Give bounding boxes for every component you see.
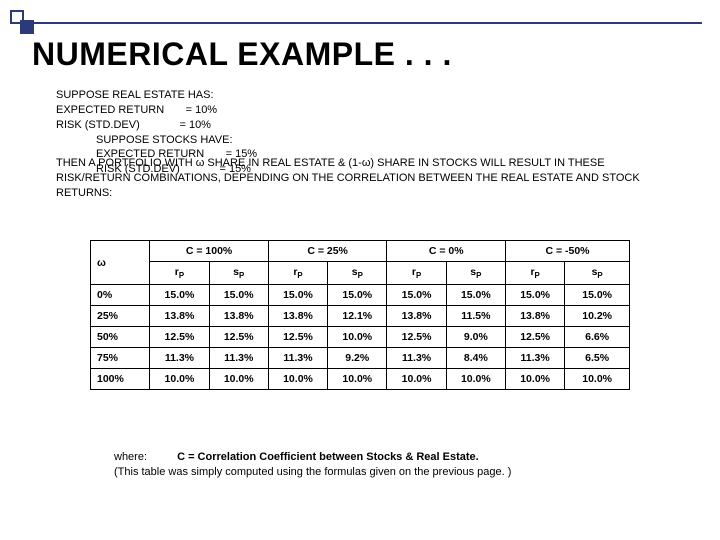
assumption-heading: SUPPOSE STOCKS HAVE: xyxy=(96,133,386,148)
data-cell: 15.0% xyxy=(209,285,268,306)
data-cell: 15.0% xyxy=(328,285,387,306)
corr-header: C = 25% xyxy=(268,241,387,262)
data-cell: 11.3% xyxy=(505,348,564,369)
omega-cell: 100% xyxy=(91,369,150,390)
data-cell: 10.0% xyxy=(328,327,387,348)
data-cell: 9.2% xyxy=(328,348,387,369)
data-cell: 11.3% xyxy=(268,348,327,369)
table-header-row: ω C = 100% C = 25% C = 0% C = -50% xyxy=(91,241,630,262)
data-cell: 13.8% xyxy=(505,306,564,327)
data-cell: 15.0% xyxy=(387,285,446,306)
page-title: NUMERICAL EXAMPLE . . . xyxy=(32,36,452,73)
table-row: 50% 12.5% 12.5% 12.5% 10.0% 12.5% 9.0% 1… xyxy=(91,327,630,348)
footnote-where: where: xyxy=(114,450,174,465)
sub-header: sP xyxy=(446,262,505,285)
assumption-row: RISK (STD.DEV) = 10% xyxy=(56,118,346,133)
table-subheader-row: rP sP rP sP rP sP rP sP xyxy=(91,262,630,285)
omega-cell: 50% xyxy=(91,327,150,348)
data-cell: 12.5% xyxy=(209,327,268,348)
assumption-row: EXPECTED RETURN = 10% xyxy=(56,103,346,118)
data-cell: 15.0% xyxy=(446,285,505,306)
data-cell: 13.8% xyxy=(387,306,446,327)
data-cell: 6.5% xyxy=(565,348,630,369)
data-cell: 12.1% xyxy=(328,306,387,327)
data-cell: 15.0% xyxy=(505,285,564,306)
table-row: 100% 10.0% 10.0% 10.0% 10.0% 10.0% 10.0%… xyxy=(91,369,630,390)
sub-header: sP xyxy=(209,262,268,285)
data-cell: 9.0% xyxy=(446,327,505,348)
footnote-note: (This table was simply computed using th… xyxy=(114,466,511,478)
description-text: THEN A PORTFOLIO WITH ω SHARE IN REAL ES… xyxy=(56,156,664,201)
data-cell: 10.0% xyxy=(505,369,564,390)
sub-header: rP xyxy=(505,262,564,285)
data-cell: 15.0% xyxy=(268,285,327,306)
corr-header: C = -50% xyxy=(505,241,629,262)
data-cell: 10.0% xyxy=(565,369,630,390)
corr-header: C = 100% xyxy=(150,241,269,262)
data-table: ω C = 100% C = 25% C = 0% C = -50% rP sP… xyxy=(90,240,630,390)
omega-header: ω xyxy=(91,241,150,285)
data-cell: 10.0% xyxy=(446,369,505,390)
data-cell: 10.0% xyxy=(209,369,268,390)
data-cell: 11.5% xyxy=(446,306,505,327)
data-cell: 10.0% xyxy=(268,369,327,390)
data-cell: 12.5% xyxy=(150,327,209,348)
portfolio-table: ω C = 100% C = 25% C = 0% C = -50% rP sP… xyxy=(90,240,630,390)
table-row: 75% 11.3% 11.3% 11.3% 9.2% 11.3% 8.4% 11… xyxy=(91,348,630,369)
data-cell: 15.0% xyxy=(565,285,630,306)
footnote-definition: C = Correlation Coefficient between Stoc… xyxy=(177,451,479,463)
data-cell: 10.0% xyxy=(150,369,209,390)
data-cell: 13.8% xyxy=(268,306,327,327)
table-row: 25% 13.8% 13.8% 13.8% 12.1% 13.8% 11.5% … xyxy=(91,306,630,327)
data-cell: 11.3% xyxy=(150,348,209,369)
table-row: 0% 15.0% 15.0% 15.0% 15.0% 15.0% 15.0% 1… xyxy=(91,285,630,306)
omega-cell: 75% xyxy=(91,348,150,369)
data-cell: 13.8% xyxy=(209,306,268,327)
data-cell: 8.4% xyxy=(446,348,505,369)
data-cell: 13.8% xyxy=(150,306,209,327)
data-cell: 11.3% xyxy=(209,348,268,369)
sub-header: sP xyxy=(565,262,630,285)
sub-header: rP xyxy=(150,262,209,285)
assumption-heading: SUPPOSE REAL ESTATE HAS: xyxy=(56,88,346,103)
data-cell: 11.3% xyxy=(387,348,446,369)
omega-cell: 25% xyxy=(91,306,150,327)
assumption-real-estate: SUPPOSE REAL ESTATE HAS: EXPECTED RETURN… xyxy=(56,88,346,133)
footnote: where: C = Correlation Coefficient betwe… xyxy=(114,450,630,480)
sub-header: rP xyxy=(268,262,327,285)
sub-header: sP xyxy=(328,262,387,285)
data-cell: 10.0% xyxy=(328,369,387,390)
data-cell: 12.5% xyxy=(387,327,446,348)
data-cell: 12.5% xyxy=(268,327,327,348)
data-cell: 6.6% xyxy=(565,327,630,348)
horizontal-rule xyxy=(32,22,702,24)
data-cell: 12.5% xyxy=(505,327,564,348)
sub-header: rP xyxy=(387,262,446,285)
data-cell: 10.2% xyxy=(565,306,630,327)
data-cell: 10.0% xyxy=(387,369,446,390)
omega-cell: 0% xyxy=(91,285,150,306)
data-cell: 15.0% xyxy=(150,285,209,306)
corr-header: C = 0% xyxy=(387,241,506,262)
